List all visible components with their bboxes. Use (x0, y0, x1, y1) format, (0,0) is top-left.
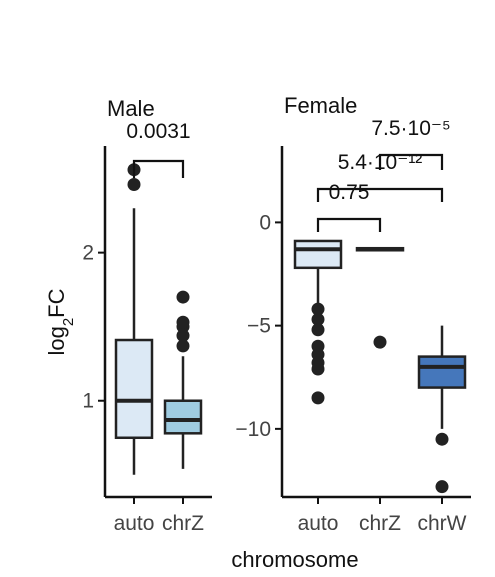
female-x-tick-label-chrw: chrW (418, 512, 467, 535)
male-outlier-point-chrz (176, 339, 190, 353)
female-bracket-auto-chrz (316, 217, 382, 232)
female-pvalue-label: 0.75 (329, 181, 370, 204)
female-x-tick-label-auto: auto (298, 512, 339, 535)
female-bracket-chrz-chrw (378, 153, 444, 170)
female-x-tick-label-chrz: chrZ (359, 512, 401, 535)
female-box-auto (293, 239, 343, 270)
male-outlier-point-chrz (176, 315, 190, 329)
female-outlier-point-auto (311, 312, 325, 326)
male-pvalue-label: 0.0031 (126, 120, 190, 143)
female-outlier-point-auto (311, 362, 325, 376)
y-axis-title: log2FC (44, 288, 77, 355)
female-outlier-point-auto (311, 391, 325, 405)
male-outlier-point-chrz (176, 290, 190, 304)
male-x-tick-label-chrz: chrZ (162, 512, 204, 535)
male-x-tick-label-auto: auto (114, 512, 155, 535)
female-box-chrw (417, 355, 467, 389)
male-panel: Male 1 2 auto chrZ 0.0031 (82, 96, 212, 535)
female-outlier-point-auto (311, 302, 325, 316)
male-box-auto (114, 338, 154, 440)
female-outlier-point-auto (311, 323, 325, 337)
female-bracket-auto-chrw (316, 187, 444, 202)
x-axis-title: chromosome (231, 547, 358, 572)
male-y-tick-label: 1 (82, 390, 94, 413)
female-outlier-point-chrw (435, 480, 449, 494)
female-y-tick-label: −10 (235, 418, 271, 441)
female-panel-title: Female (284, 93, 357, 118)
male-outlier-point-auto (127, 178, 141, 192)
male-panel-title: Male (107, 96, 155, 121)
female-outlier-point-chrw (435, 432, 449, 446)
female-y-tick-label: −5 (247, 315, 271, 338)
female-outlier-point-chrz (373, 335, 387, 349)
male-bracket-auto-chrz (132, 159, 185, 178)
male-outlier-point-chrz (176, 329, 190, 343)
female-y-tick-label: 0 (259, 211, 271, 234)
male-box-chrz (163, 399, 203, 435)
male-y-tick-label: 2 (82, 242, 94, 265)
female-pvalue-label: 7.5·10⁻⁵ (371, 117, 450, 140)
